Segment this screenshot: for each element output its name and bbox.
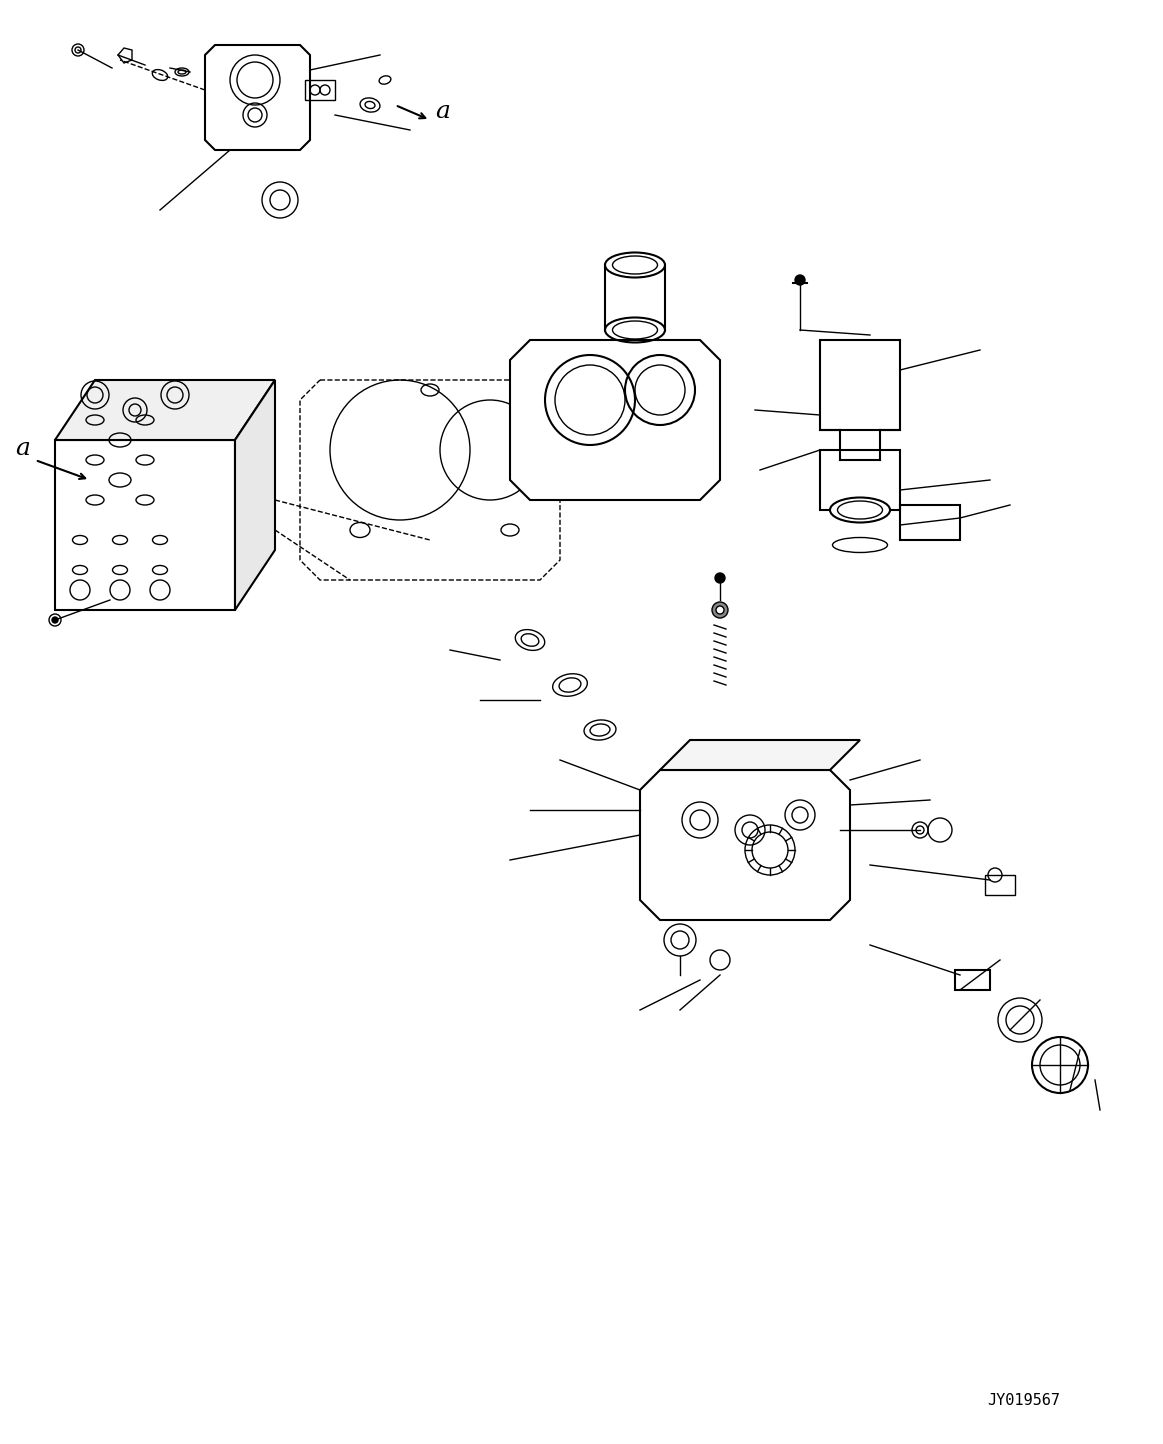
Bar xyxy=(955,970,990,991)
Circle shape xyxy=(52,617,58,622)
Circle shape xyxy=(712,602,728,618)
Polygon shape xyxy=(235,380,274,609)
Polygon shape xyxy=(640,770,850,920)
Text: a: a xyxy=(15,438,30,461)
Polygon shape xyxy=(511,339,720,500)
Ellipse shape xyxy=(605,253,665,277)
Circle shape xyxy=(715,573,725,583)
Circle shape xyxy=(716,606,725,614)
Polygon shape xyxy=(659,739,859,770)
Polygon shape xyxy=(820,339,900,430)
Circle shape xyxy=(795,274,805,284)
Bar xyxy=(900,505,959,540)
Text: JY019567: JY019567 xyxy=(987,1393,1059,1408)
Bar xyxy=(305,79,335,100)
Polygon shape xyxy=(55,440,235,609)
Bar xyxy=(985,875,1015,895)
Text: a: a xyxy=(435,100,450,123)
Polygon shape xyxy=(55,380,274,440)
Ellipse shape xyxy=(830,498,890,523)
Bar xyxy=(820,451,900,510)
